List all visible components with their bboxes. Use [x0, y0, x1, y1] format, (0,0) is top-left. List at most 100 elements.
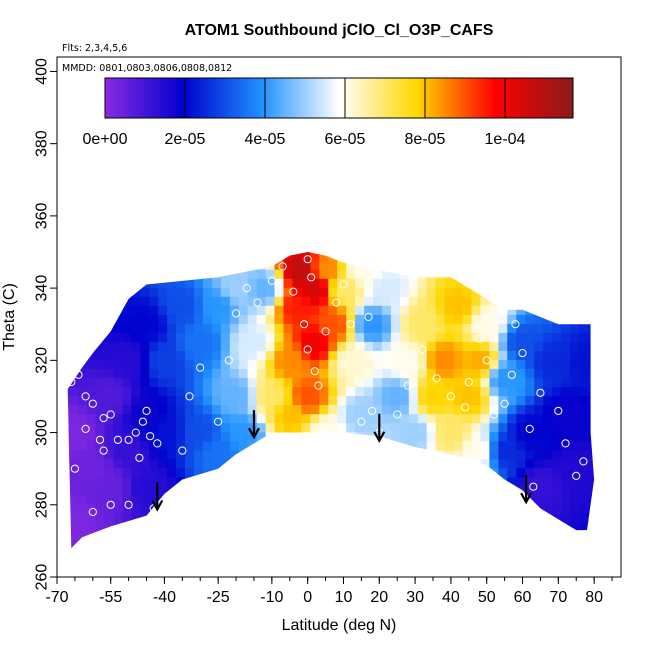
heatmap-cell: [96, 558, 106, 568]
heatmap-cell: [77, 377, 88, 388]
heatmap-cell: [319, 377, 329, 388]
heatmap-cell: [167, 278, 177, 288]
heatmap-cell: [373, 531, 383, 541]
heatmap-cell: [319, 512, 329, 523]
heatmap-cell: [292, 332, 302, 342]
heatmap-cell: [77, 440, 88, 451]
heatmap-cell: [292, 449, 302, 460]
heatmap-cell: [301, 359, 311, 369]
heatmap-cell: [578, 260, 589, 270]
heatmap-cell: [301, 242, 311, 252]
heatmap-cell: [426, 260, 437, 270]
heatmap-cell: [194, 521, 204, 532]
heatmap-cell: [426, 422, 437, 433]
heatmap-cell: [60, 242, 70, 252]
heatmap-cell: [364, 549, 374, 559]
heatmap-cell: [122, 549, 132, 559]
heatmap-cell: [68, 350, 79, 360]
heatmap-cell: [310, 531, 320, 541]
heatmap-cell: [274, 512, 285, 523]
heatmap-cell: [543, 278, 553, 288]
heatmap-cell: [319, 413, 329, 424]
heatmap-cell: [552, 476, 562, 487]
heatmap-cell: [489, 314, 499, 324]
heatmap-cell: [462, 359, 473, 369]
heatmap-cell: [328, 512, 338, 523]
heatmap-cell: [570, 287, 580, 297]
heatmap-cell: [113, 458, 123, 469]
heatmap-cell: [140, 458, 150, 469]
heatmap-cell: [337, 314, 347, 324]
heatmap-cell: [399, 485, 410, 496]
heatmap-cell: [373, 350, 383, 360]
heatmap-cell: [238, 314, 249, 324]
heatmap-cell: [328, 350, 338, 360]
heatmap-cell: [95, 512, 106, 523]
heatmap-cell: [194, 252, 204, 261]
heatmap-cell: [578, 386, 589, 397]
heatmap-cell: [534, 269, 544, 279]
heatmap-cell: [211, 485, 222, 496]
heatmap-cell: [67, 458, 70, 469]
heatmap-cell: [176, 458, 186, 469]
heatmap-cell: [220, 404, 231, 415]
heatmap-cell: [86, 341, 97, 351]
heatmap-cell: [373, 413, 383, 424]
heatmap-cell: [525, 512, 535, 523]
heatmap-cell: [426, 278, 437, 288]
heatmap-cell: [220, 395, 231, 406]
heatmap-cell: [122, 503, 132, 514]
heatmap-cell: [220, 269, 231, 279]
heatmap-cell: [220, 431, 231, 442]
heatmap-cell: [587, 332, 595, 342]
heatmap-cell: [489, 359, 499, 369]
heatmap-cell: [561, 413, 571, 424]
heatmap-cell: [337, 395, 347, 406]
heatmap-cell: [507, 440, 517, 451]
colorbar-label: 6e-05: [325, 131, 366, 148]
heatmap-cell: [220, 386, 231, 397]
heatmap-cell: [194, 296, 204, 306]
heatmap-cell: [292, 485, 302, 496]
heatmap-cell: [292, 359, 302, 369]
heatmap-cell: [319, 278, 329, 288]
heatmap-cell: [202, 449, 213, 460]
heatmap-cell: [489, 494, 499, 505]
heatmap-cell: [525, 260, 535, 270]
heatmap-cell: [579, 558, 589, 568]
heatmap-cell: [274, 287, 285, 297]
heatmap-cell: [462, 314, 473, 324]
heatmap-cell: [587, 467, 595, 478]
heatmap-cell: [239, 558, 249, 568]
heatmap-cell: [373, 503, 383, 514]
heatmap-cell: [140, 341, 150, 351]
heatmap-cell: [408, 260, 419, 270]
heatmap-cell: [67, 440, 70, 451]
heatmap-cell: [364, 323, 374, 333]
heatmap-cell: [301, 503, 311, 514]
heatmap-cell: [471, 458, 482, 469]
heatmap-cell: [516, 252, 526, 261]
heatmap-cell: [319, 440, 329, 451]
heatmap-cell: [507, 431, 517, 442]
heatmap-cell: [390, 314, 401, 324]
heatmap-cell: [587, 305, 595, 315]
heatmap-cell: [319, 386, 329, 397]
heatmap-cell: [131, 467, 141, 478]
heatmap-cell: [78, 549, 88, 559]
heatmap-cell: [561, 332, 571, 342]
heatmap-cell: [471, 422, 482, 433]
heatmap-cell: [257, 549, 267, 559]
heatmap-cell: [95, 323, 106, 333]
heatmap-cell: [426, 413, 437, 424]
heatmap-cell: [113, 395, 123, 406]
heatmap-cell: [408, 269, 419, 279]
heatmap-cell: [471, 252, 482, 261]
heatmap-cell: [525, 341, 535, 351]
x-tick-label: 60: [514, 589, 532, 606]
heatmap-cell: [185, 287, 195, 297]
heatmap-cell: [310, 476, 320, 487]
heatmap-cell: [382, 521, 392, 532]
heatmap-cell: [445, 558, 455, 568]
heatmap-cell: [67, 467, 70, 478]
